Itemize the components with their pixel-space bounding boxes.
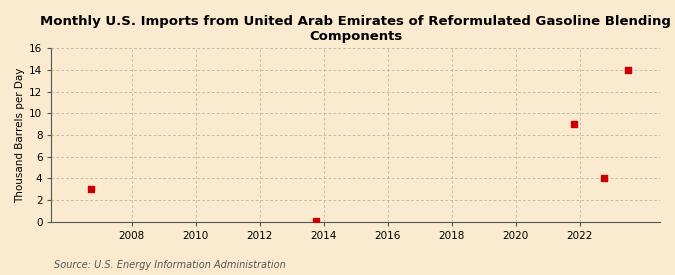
- Point: [622, 68, 633, 72]
- Text: Source: U.S. Energy Information Administration: Source: U.S. Energy Information Administ…: [54, 260, 286, 270]
- Point: [599, 176, 610, 181]
- Point: [569, 122, 580, 127]
- Y-axis label: Thousand Barrels per Day: Thousand Barrels per Day: [15, 67, 25, 203]
- Point: [86, 187, 97, 191]
- Title: Monthly U.S. Imports from United Arab Emirates of Reformulated Gasoline Blending: Monthly U.S. Imports from United Arab Em…: [40, 15, 671, 43]
- Point: [310, 218, 321, 223]
